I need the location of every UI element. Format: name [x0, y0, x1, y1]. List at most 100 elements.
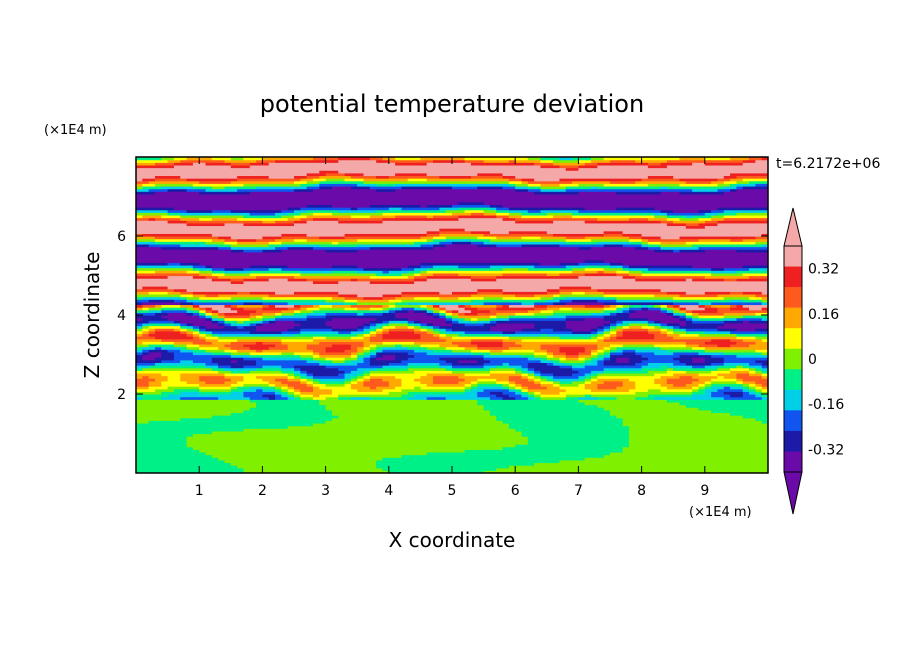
field-cell — [496, 278, 636, 282]
field-cell — [192, 325, 200, 329]
field-cell — [660, 325, 668, 329]
field-cell — [711, 370, 731, 374]
field-cell — [414, 322, 421, 327]
field-cell — [312, 357, 327, 361]
field-cell — [294, 394, 301, 398]
field-cell — [281, 370, 295, 374]
field-cell — [597, 325, 605, 329]
field-cell — [186, 330, 194, 335]
field-cell — [749, 157, 763, 161]
field-cell — [205, 365, 219, 369]
field-cell — [243, 325, 257, 329]
field-cell — [211, 217, 238, 221]
field-cell — [218, 236, 232, 240]
field-cell — [679, 307, 687, 311]
field-cell — [388, 299, 403, 303]
field-cell — [470, 349, 491, 353]
field-cell — [496, 312, 516, 316]
field-cell — [211, 185, 226, 190]
field-cell — [306, 372, 314, 377]
field-cell — [192, 309, 200, 313]
field-cell — [496, 317, 510, 321]
field-cell — [218, 336, 314, 340]
field-cell — [230, 162, 251, 166]
field-cell — [452, 291, 478, 295]
field-cell — [527, 378, 535, 382]
field-cell — [559, 272, 586, 277]
field-cell — [414, 272, 421, 277]
field-cell — [300, 388, 314, 392]
field-cell — [369, 354, 377, 358]
field-cell — [483, 241, 567, 245]
field-cell — [502, 172, 731, 177]
field-cell — [154, 236, 219, 240]
field-cell — [420, 328, 428, 332]
field-cell — [136, 420, 150, 424]
field-cell — [483, 407, 605, 411]
field-cell — [477, 317, 491, 321]
field-cell — [591, 370, 605, 374]
field-cell — [256, 404, 327, 408]
field-cell — [136, 251, 768, 256]
field-cell — [553, 220, 586, 224]
field-cell — [704, 341, 737, 345]
field-cell — [508, 386, 516, 390]
field-cell — [369, 275, 409, 279]
field-cell — [445, 359, 459, 363]
field-cell — [420, 343, 440, 348]
field-cell — [136, 399, 251, 403]
field-cell — [319, 243, 358, 248]
field-cell — [540, 262, 561, 266]
field-cell — [692, 278, 725, 282]
field-cell — [755, 312, 768, 316]
colorbar-bin — [784, 246, 802, 267]
field-cell — [433, 264, 459, 269]
field-cell — [420, 304, 428, 308]
field-cell — [142, 317, 169, 321]
field-cell — [376, 317, 409, 321]
field-cell — [344, 378, 352, 382]
field-cell — [205, 264, 213, 269]
field-cell — [294, 275, 371, 279]
field-cell — [711, 394, 731, 398]
field-cell — [730, 291, 744, 295]
field-cell — [180, 320, 213, 324]
field-cell — [610, 159, 636, 163]
field-cell — [578, 246, 592, 250]
field-cell — [559, 262, 579, 266]
field-cell — [224, 367, 257, 371]
field-cell — [350, 185, 371, 190]
field-cell — [685, 214, 693, 219]
field-cell — [603, 293, 655, 298]
field-cell — [628, 315, 674, 319]
field-cell — [679, 315, 687, 319]
field-cell — [433, 378, 466, 382]
field-cell — [641, 270, 712, 274]
field-cell — [761, 299, 768, 303]
field-cell — [319, 180, 365, 184]
field-cell — [654, 214, 668, 219]
field-cell — [654, 380, 668, 385]
field-cell — [420, 307, 428, 311]
field-cell — [357, 238, 428, 242]
field-cell — [136, 238, 156, 242]
field-cell — [527, 441, 630, 445]
field-cell — [294, 386, 314, 390]
field-cell — [357, 293, 384, 298]
field-cell — [458, 201, 485, 205]
field-cell — [148, 188, 169, 192]
field-cell — [692, 264, 744, 269]
field-cell — [685, 317, 693, 321]
field-cell — [470, 351, 491, 356]
y-axis-label: Z coordinate — [80, 252, 104, 379]
field-cell — [591, 333, 598, 337]
field-cell — [565, 351, 579, 356]
field-cell — [199, 343, 226, 348]
field-cell — [414, 349, 434, 353]
field-cell — [306, 378, 314, 382]
field-cell — [527, 188, 542, 192]
field-cell — [312, 212, 333, 216]
field-cell — [426, 351, 472, 356]
field-cell — [306, 380, 314, 385]
field-cell — [426, 383, 466, 387]
